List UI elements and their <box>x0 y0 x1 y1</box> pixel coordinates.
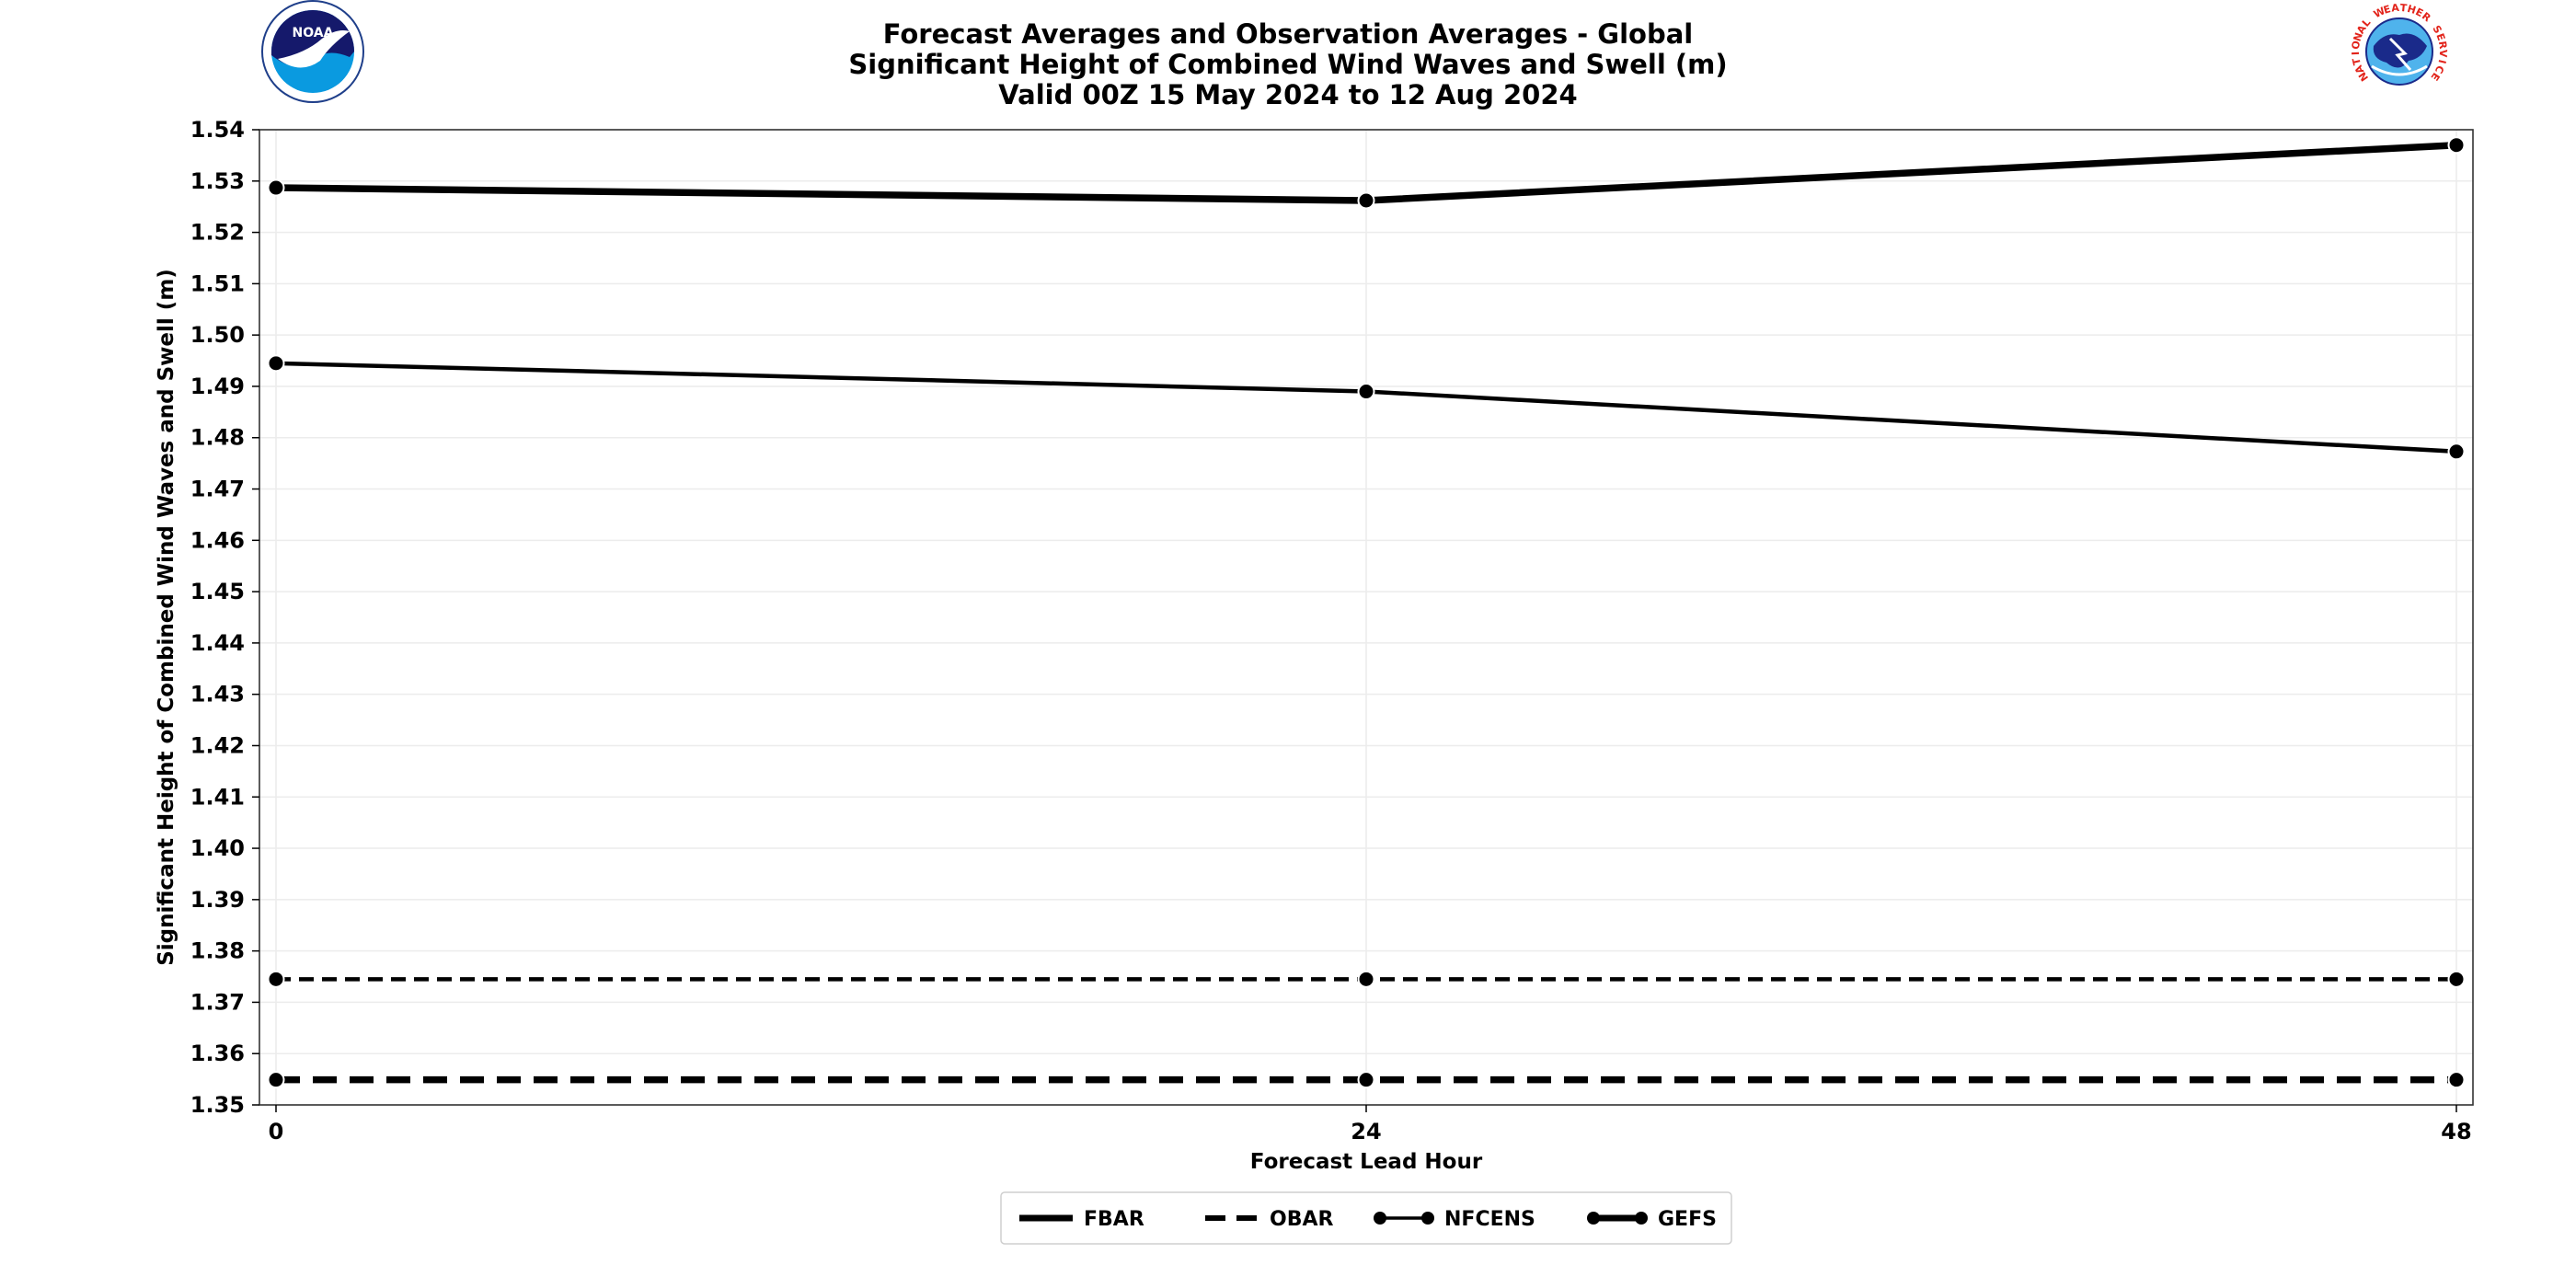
nws-logo-letter: E <box>2382 3 2392 17</box>
nws-logo-letter: E <box>2433 32 2447 42</box>
legend-entry-nfcens: NFCENS <box>1374 1208 1535 1231</box>
y-tick-label: 1.41 <box>190 784 245 810</box>
y-tick-label: 1.40 <box>190 835 245 861</box>
noaa-logo-upper <box>271 10 354 67</box>
x-tick-label: 48 <box>2441 1119 2471 1144</box>
y-tick-label: 1.43 <box>190 682 245 707</box>
chart-title-line-1: Forecast Averages and Observation Averag… <box>882 18 1694 50</box>
legend-label: GEFS <box>1658 1208 1717 1231</box>
data-point-gefs-obar <box>267 1071 285 1089</box>
nws-logo-letter: A <box>2391 2 2400 15</box>
series-group <box>267 136 2466 1089</box>
y-tick-label: 1.51 <box>190 270 245 296</box>
y-tick-label: 1.46 <box>190 527 245 553</box>
nws-logo-letter: W <box>2372 5 2387 20</box>
chart-title-line-3: Valid 00Z 15 May 2024 to 12 Aug 2024 <box>998 79 1578 110</box>
data-point-nfcens-obar <box>1357 970 1375 988</box>
y-tick-label: 1.44 <box>190 630 245 656</box>
x-axis-label: Forecast Lead Hour <box>1250 1150 1483 1174</box>
y-axis-label: Significant Height of Combined Wind Wave… <box>155 269 178 966</box>
y-tick-label: 1.36 <box>190 1041 245 1066</box>
nws-logo-bolt <box>2388 37 2412 71</box>
data-point-nfcens-fbar <box>1357 383 1375 401</box>
data-point-gefs-fbar <box>1357 191 1375 210</box>
data-point-gefs-obar <box>2447 1071 2466 1089</box>
y-tick-label: 1.54 <box>190 117 245 143</box>
noaa-logo-bird <box>278 30 350 68</box>
y-tick-label: 1.38 <box>190 938 245 964</box>
y-tick-label: 1.45 <box>190 579 245 604</box>
x-tick-label: 0 <box>269 1119 284 1144</box>
nws-logo-arc <box>2371 64 2428 76</box>
legend-label: FBAR <box>1084 1208 1144 1231</box>
data-point-nfcens-fbar <box>2447 443 2466 461</box>
legend: FBAR OBAR NFCENS GEFS <box>1000 1191 1732 1245</box>
legend-entry-obar: OBAR <box>1205 1208 1333 1231</box>
legend-marker <box>1635 1212 1648 1225</box>
nws-logo-letter: T <box>2350 56 2363 66</box>
y-tick-label: 1.35 <box>190 1092 245 1118</box>
x-axis: 0 24 48 <box>269 1105 2472 1144</box>
nws-logo-letter: T <box>2399 2 2408 15</box>
nws-logo-letter: N <box>2352 31 2365 43</box>
noaa-logo-text: NOAA <box>293 26 334 40</box>
y-axis: 1.35 1.36 1.37 1.38 1.39 1.40 1.41 1.42 1.43 1.44… <box>190 117 259 1118</box>
legend-box <box>1000 1191 1732 1245</box>
grid-lines <box>259 129 2473 1106</box>
nws-logo-letter: R <box>2436 40 2449 51</box>
legend-label: OBAR <box>1270 1208 1333 1231</box>
legend-marker <box>1421 1212 1434 1225</box>
y-tick-label: 1.50 <box>190 322 245 348</box>
data-point-gefs-fbar <box>2447 136 2466 155</box>
legend-marker <box>1587 1212 1600 1225</box>
legend-marker <box>1374 1212 1386 1225</box>
y-tick-label: 1.47 <box>190 477 245 502</box>
legend-entry-fbar: FBAR <box>1019 1208 1144 1231</box>
nws-logo-letter: V <box>2437 49 2449 58</box>
y-tick-label: 1.53 <box>190 168 245 194</box>
y-tick-label: 1.52 <box>190 220 245 246</box>
y-tick-label: 1.42 <box>190 732 245 758</box>
legend-label: NFCENS <box>1444 1208 1535 1231</box>
data-point-gefs-fbar <box>267 178 285 197</box>
x-tick-label: 24 <box>1351 1119 1381 1144</box>
y-tick-label: 1.49 <box>190 374 245 399</box>
nws-logo-letter: I <box>2435 58 2448 64</box>
nws-logo-letter: O <box>2350 40 2363 50</box>
nws-logo-letter: I <box>2350 52 2362 56</box>
y-tick-label: 1.39 <box>190 887 245 913</box>
nws-logo-letter: H <box>2406 3 2417 17</box>
data-point-nfcens-obar <box>2447 970 2466 988</box>
y-tick-label: 1.37 <box>190 989 245 1015</box>
legend-entry-gefs: GEFS <box>1587 1208 1717 1231</box>
y-tick-label: 1.48 <box>190 425 245 451</box>
noaa-logo-icon: NOAA <box>261 0 364 103</box>
data-point-gefs-obar <box>1357 1071 1375 1089</box>
data-point-nfcens-obar <box>267 970 285 988</box>
data-point-nfcens-fbar <box>267 354 285 373</box>
nws-logo-cloud <box>2373 33 2427 68</box>
chart-title-line-2: Significant Height of Combined Wind Wave… <box>848 49 1728 80</box>
